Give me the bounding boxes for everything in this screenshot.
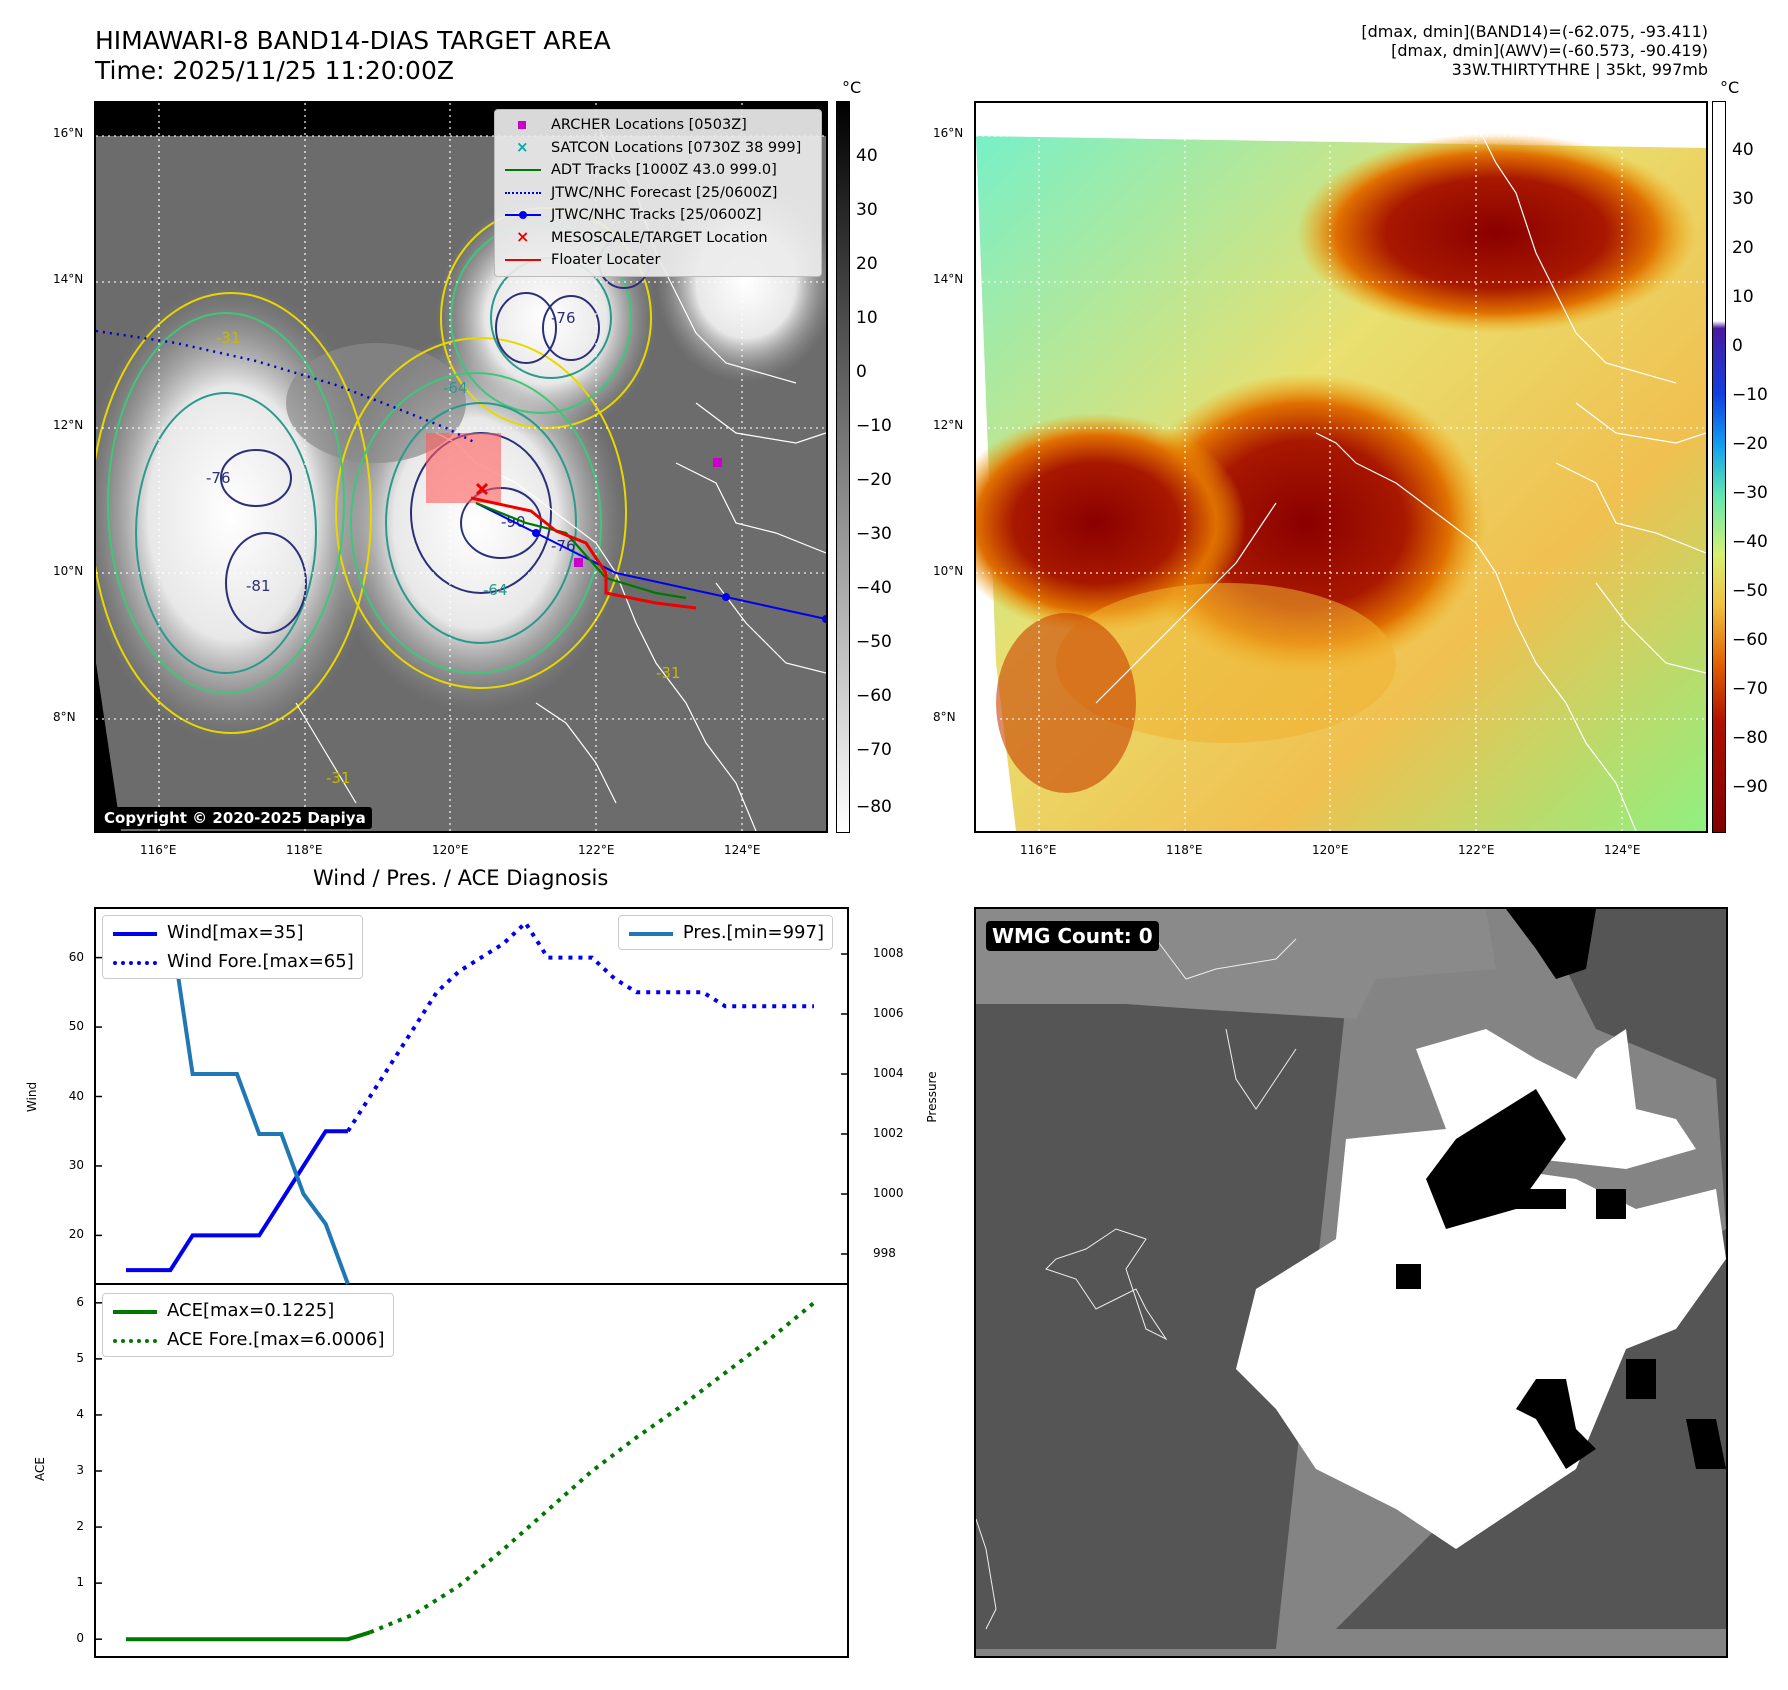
target-location-marker (475, 482, 489, 496)
diagnosis-title: Wind / Pres. / ACE Diagnosis (313, 866, 609, 890)
y-tick-label: 1004 (873, 1066, 904, 1080)
wmg-count-badge: WMG Count: 0 (986, 921, 1159, 951)
contour-label: -31 (326, 769, 351, 787)
ir-colorbar-unit: °C (842, 78, 862, 97)
legend-archer: ARCHER Locations [0503Z] (503, 114, 813, 137)
y-tick-label: 1 (76, 1575, 84, 1590)
jtwc-track (475, 502, 826, 620)
ir-map-panel: -64 -64 -90 -76 -81 -76 -31 -31 -76 -31 (94, 101, 828, 833)
diagnosis-panel: Wind[max=35] Wind Fore.[max=65] Pres.[mi… (94, 907, 849, 1658)
ace-axis-label: ACE (33, 1457, 47, 1481)
floater-locater (470, 496, 697, 610)
y-tick-label: 5 (76, 1350, 84, 1365)
legend-jtwc-tracks: JTWC/NHC Tracks [25/0600Z] (503, 204, 813, 227)
series-line-2-1 (369, 1301, 816, 1635)
archer-marker (574, 558, 583, 567)
contour-label: -64 (483, 581, 508, 599)
jtwc-forecast-track (96, 329, 477, 445)
legend-jtwc-forecast: JTWC/NHC Forecast [25/0600Z] (503, 182, 813, 205)
ir-legend: ARCHER Locations [0503Z] × SATCON Locati… (494, 109, 822, 277)
awv-map-panel (974, 101, 1708, 833)
legend-floater: Floater Locater (503, 249, 813, 272)
legend-target: × MESOSCALE/TARGET Location (516, 226, 768, 246)
series-line-0-0 (126, 1129, 348, 1273)
archer-marker (713, 458, 722, 467)
ir-colorbar (836, 101, 850, 833)
info-band14: [dmax, dmin](BAND14)=(-62.075, -93.411) (1361, 22, 1708, 41)
y-tick-label: 3 (76, 1463, 84, 1477)
contour-label: -76 (206, 469, 231, 487)
ir-map-graphic: -64 -64 -90 -76 -81 -76 -31 -31 -76 -31 (96, 103, 826, 831)
contour-label: -31 (656, 664, 681, 682)
y-tick-label: 1008 (873, 946, 904, 960)
contour-label: -31 (216, 329, 241, 347)
wmg-graphic (976, 909, 1726, 1656)
awv-colorbar (1712, 101, 1726, 833)
y-tick-label: 1006 (873, 1006, 904, 1020)
y-tick-label: 60 (68, 949, 84, 964)
y-tick-label: 998 (873, 1246, 896, 1260)
wind-legend: Wind[max=35] Wind Fore.[max=65] (102, 915, 363, 979)
series-line-2-0 (126, 1630, 371, 1642)
y-tick-label: 1000 (873, 1186, 904, 1200)
ace-legend: ACE[max=0.1225] ACE Fore.[max=6.0006] (102, 1293, 394, 1357)
series-line-0-1 (346, 919, 814, 1133)
adt-track (475, 501, 687, 600)
contour-label: -81 (246, 577, 271, 595)
y-tick-label: 0 (76, 1631, 84, 1646)
awv-map-graphic (976, 103, 1706, 831)
series-line-1-0 (148, 922, 350, 1285)
info-awv: [dmax, dmin](AWV)=(-60.573, -90.419) (1391, 41, 1708, 60)
y-tick-label: 6 (76, 1294, 84, 1309)
legend-satcon: × SATCON Locations [0730Z 38 999] (516, 137, 802, 156)
target-box (426, 433, 501, 503)
awv-colorbar-unit: °C (1720, 78, 1740, 97)
figure-time: Time: 2025/11/25 11:20:00Z (95, 56, 454, 85)
info-storm: 33W.THIRTYTHRE | 35kt, 997mb (1451, 60, 1708, 79)
wind-axis-label: Wind (25, 1081, 39, 1113)
figure-title: HIMAWARI-8 BAND14-DIAS TARGET AREA (95, 26, 611, 55)
y-tick-label: 2 (76, 1519, 84, 1534)
contour-label: -64 (443, 379, 468, 397)
diagnosis-plot (96, 919, 847, 1642)
y-tick-label: 20 (68, 1227, 84, 1242)
y-tick-label: 50 (68, 1019, 84, 1034)
copyright-label: Copyright © 2020-2025 Dapiya (98, 807, 372, 829)
contour-label: -76 (551, 309, 576, 327)
y-tick-label: 4 (76, 1406, 84, 1421)
y-tick-label: 1002 (873, 1126, 904, 1140)
pressure-axis-label: Pressure (925, 1071, 939, 1123)
y-tick-label: 40 (68, 1088, 84, 1103)
y-tick-label: 30 (68, 1157, 84, 1172)
legend-adt: ADT Tracks [1000Z 43.0 999.0] (503, 159, 813, 182)
pressure-legend: Pres.[min=997] (617, 915, 833, 950)
wmg-panel: WMG Count: 0 (974, 907, 1728, 1658)
